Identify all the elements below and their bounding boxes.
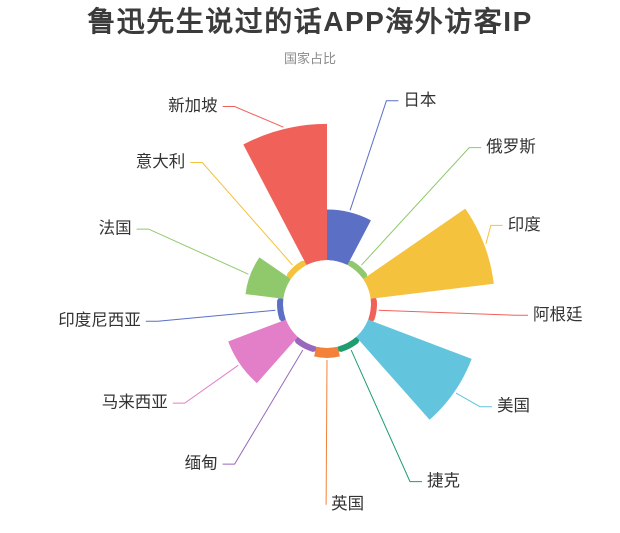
svg-text:日本: 日本 bbox=[403, 90, 436, 109]
svg-text:俄罗斯: 俄罗斯 bbox=[486, 137, 536, 156]
svg-text:意大利: 意大利 bbox=[136, 152, 186, 171]
svg-text:捷克: 捷克 bbox=[427, 471, 460, 490]
svg-text:法国: 法国 bbox=[99, 219, 132, 238]
svg-text:英国: 英国 bbox=[331, 494, 364, 513]
svg-text:缅甸: 缅甸 bbox=[185, 454, 218, 473]
svg-text:印度尼西亚: 印度尼西亚 bbox=[58, 311, 141, 330]
svg-text:新加坡: 新加坡 bbox=[168, 96, 218, 115]
svg-text:美国: 美国 bbox=[497, 396, 530, 415]
svg-text:阿根廷: 阿根廷 bbox=[533, 305, 583, 324]
svg-text:马来西亚: 马来西亚 bbox=[102, 393, 168, 412]
svg-text:印度: 印度 bbox=[508, 215, 541, 234]
